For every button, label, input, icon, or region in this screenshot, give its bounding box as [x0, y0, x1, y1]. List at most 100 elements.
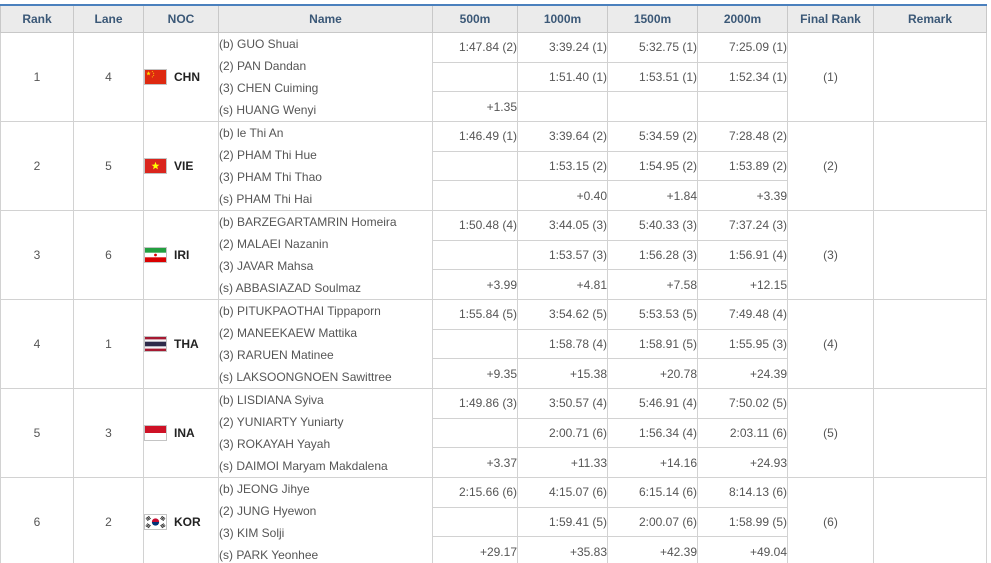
split-cell: 7:28.48 (2) — [697, 121, 788, 152]
flag-chn-icon — [144, 69, 167, 85]
athlete-names-cell: (b) le Thi An (2) PHAM Thi Hue (3) PHAM Th… — [218, 121, 433, 211]
lane-cell: 5 — [73, 121, 144, 211]
noc-code: VIE — [174, 159, 194, 173]
split-cell: 1:54.95 (2) — [607, 150, 698, 182]
athlete-name: (3) PHAM Thi Thao — [219, 170, 322, 184]
split-cell: 2:15.66 (6) — [432, 477, 518, 508]
noc-cell: VIE — [143, 121, 219, 211]
split-cell: 1:55.95 (3) — [697, 328, 788, 360]
team-row-ina-sub2: 2:00.71 (6) 1:56.34 (4) 2:03.11 (6) — [1, 417, 987, 449]
split-cell: +24.39 — [697, 358, 788, 389]
split-cell: 7:50.02 (5) — [697, 388, 788, 419]
team-row-tha-sub2: 1:58.78 (4) 1:58.91 (5) 1:55.95 (3) — [1, 328, 987, 360]
remark-cell — [873, 388, 987, 478]
split-cell: +12.15 — [697, 269, 788, 300]
athlete-name: (s) DAIMOI Maryam Makdalena — [219, 459, 388, 473]
noc-cell: KOR — [143, 477, 219, 563]
team-row-tha-sub3: +9.35 +15.38 +20.78 +24.39 — [1, 358, 987, 389]
remark-cell — [873, 121, 987, 211]
athlete-name: (b) LISDIANA Syiva — [219, 393, 324, 407]
team-row-chn-sub3: +1.35 — [1, 91, 987, 122]
noc-code: THA — [174, 337, 199, 351]
split-cell: +15.38 — [517, 358, 608, 389]
split-cell: 7:25.09 (1) — [697, 32, 788, 63]
split-cell: 3:39.24 (1) — [517, 32, 608, 63]
split-cell — [432, 506, 518, 538]
athlete-names-cell: (b) GUO Shuai (2) PAN Dandan (3) CHEN Cuim… — [218, 32, 433, 122]
split-cell: 1:58.91 (5) — [607, 328, 698, 360]
split-cell — [432, 328, 518, 360]
lane-cell: 1 — [73, 299, 144, 389]
remark-cell — [873, 477, 987, 563]
noc-inner: THA — [144, 336, 218, 352]
athlete-names-cell: (b) LISDIANA Syiva (2) YUNIARTY Yuniarty (… — [218, 388, 433, 478]
athlete-names-cell: (b) PITUKPAOTHAI Tippaporn (2) MANEEKAEW … — [218, 299, 433, 389]
lane-cell: 6 — [73, 210, 144, 300]
split-cell: +3.39 — [697, 180, 788, 211]
split-cell: 3:54.62 (5) — [517, 299, 608, 330]
lane-cell: 3 — [73, 388, 144, 478]
noc-code: CHN — [174, 70, 200, 84]
noc-code: KOR — [174, 515, 201, 529]
header-name: Name — [218, 4, 433, 33]
header-noc: NOC — [143, 4, 219, 33]
noc-inner: IRI — [144, 247, 218, 263]
split-cell: 5:40.33 (3) — [607, 210, 698, 241]
noc-inner: VIE — [144, 158, 218, 174]
split-cell: +42.39 — [607, 536, 698, 563]
athlete-name: (2) YUNIARTY Yuniarty — [219, 415, 344, 429]
split-cell: 5:53.53 (5) — [607, 299, 698, 330]
team-row-vie-sub3: +0.40 +1.84 +3.39 — [1, 180, 987, 211]
split-cell: 5:46.91 (4) — [607, 388, 698, 419]
athlete-name: (2) JUNG Hyewon — [219, 504, 317, 518]
split-cell: 1:59.41 (5) — [517, 506, 608, 538]
rank-cell: 4 — [0, 299, 74, 389]
split-cell: 1:52.34 (1) — [697, 61, 788, 93]
results-table: Rank Lane NOC Name 500m 1000m 1500m 2000… — [0, 4, 987, 563]
team-row-chn-sub2: 1:51.40 (1) 1:53.51 (1) 1:52.34 (1) — [1, 61, 987, 93]
split-cell: +14.16 — [607, 447, 698, 478]
split-cell — [697, 91, 788, 122]
team-row-chn-sub1: 1 4 CHN (b) GUO Shuai (2) PAN Dandan (3) CHEN… — [0, 32, 987, 122]
header-remark: Remark — [873, 4, 987, 33]
results-table-body: 1 4 CHN (b) GUO Shuai (2) PAN Dandan (3) CHEN… — [0, 32, 987, 563]
team-row-ina-sub1: 5 3 INA (b) LISDIANA Syiva (2) YUNIARTY Yuni… — [0, 388, 987, 478]
noc-cell: IRI — [143, 210, 219, 300]
team-row-vie-sub1: 2 5 VIE (b) le Thi An (2) PHAM Thi Hue (3) PH… — [0, 121, 987, 211]
flag-ina-icon — [144, 425, 167, 441]
noc-cell: INA — [143, 388, 219, 478]
split-cell: 5:34.59 (2) — [607, 121, 698, 152]
athlete-name: (2) MANEEKAEW Mattika — [219, 326, 358, 340]
rank-cell: 6 — [0, 477, 74, 563]
split-cell: 1:55.84 (5) — [432, 299, 518, 330]
split-cell: 3:39.64 (2) — [517, 121, 608, 152]
noc-code: IRI — [174, 248, 190, 262]
final-rank-cell: (2) — [787, 121, 874, 211]
header-1000m: 1000m — [517, 4, 608, 33]
athlete-name: (3) ROKAYAH Yayah — [219, 437, 331, 451]
athlete-name: (s) PARK Yeonhee — [219, 548, 319, 562]
athlete-name: (2) PHAM Thi Hue — [219, 148, 317, 162]
split-cell: 3:50.57 (4) — [517, 388, 608, 419]
split-cell: +11.33 — [517, 447, 608, 478]
flag-iri-icon — [144, 247, 167, 263]
header-row: Rank Lane NOC Name 500m 1000m 1500m 2000… — [0, 4, 987, 33]
athlete-name: (b) BARZEGARTAMRIN Homeira — [219, 215, 397, 229]
split-cell: 1:56.34 (4) — [607, 417, 698, 449]
header-1500m: 1500m — [607, 4, 698, 33]
split-cell: 1:58.78 (4) — [517, 328, 608, 360]
split-cell: 8:14.13 (6) — [697, 477, 788, 508]
athlete-name: (2) PAN Dandan — [219, 59, 307, 73]
athlete-name: (s) PHAM Thi Hai — [219, 192, 313, 206]
split-cell: +0.40 — [517, 180, 608, 211]
athlete-name: (b) GUO Shuai — [219, 37, 299, 51]
noc-inner: KOR — [144, 514, 218, 530]
flag-tha-icon — [144, 336, 167, 352]
split-cell: 3:44.05 (3) — [517, 210, 608, 241]
split-cell: 1:53.51 (1) — [607, 61, 698, 93]
split-cell: 2:00.07 (6) — [607, 506, 698, 538]
split-cell: 1:53.15 (2) — [517, 150, 608, 182]
split-cell: 1:46.49 (1) — [432, 121, 518, 152]
rank-cell: 3 — [0, 210, 74, 300]
